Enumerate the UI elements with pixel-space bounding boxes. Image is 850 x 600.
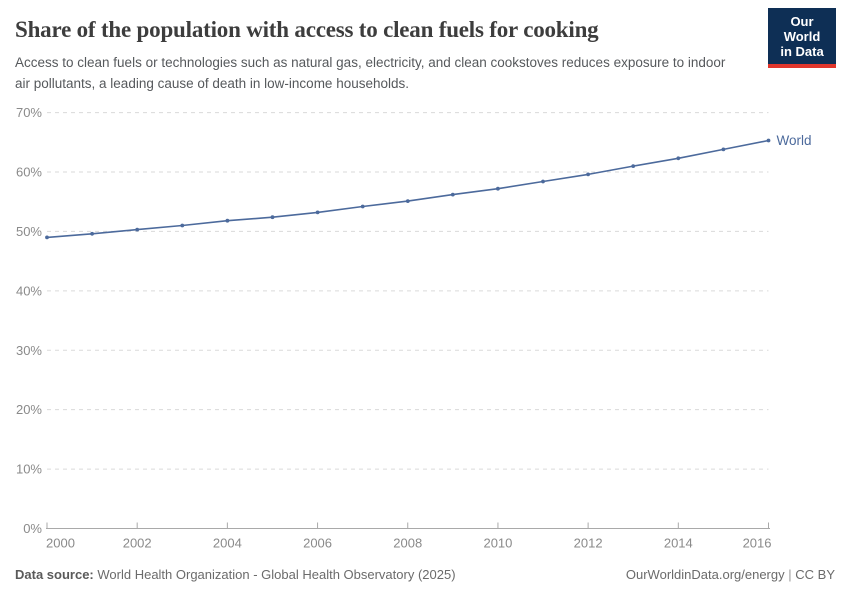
footer-links: OurWorldinData.org/energy | CC BY <box>626 567 835 582</box>
data-point[interactable] <box>721 147 726 152</box>
data-point[interactable] <box>631 164 636 169</box>
y-tick-label: 50% <box>16 224 42 239</box>
data-source-note: Data source: World Health Organization -… <box>15 567 456 582</box>
x-tick-label: 2002 <box>123 536 152 551</box>
y-tick-label: 40% <box>16 283 42 298</box>
data-point[interactable] <box>90 231 94 236</box>
data-point[interactable] <box>45 235 49 240</box>
x-tick-label: 2012 <box>574 536 603 551</box>
data-source-text: World Health Organization - Global Healt… <box>97 567 456 582</box>
owid-logo-line1: Our World <box>783 14 821 44</box>
data-point[interactable] <box>225 218 230 223</box>
page-title: Share of the population with access to c… <box>15 17 599 42</box>
owid-logo[interactable]: Our World in Data <box>768 8 836 68</box>
data-point[interactable] <box>496 186 500 191</box>
data-point[interactable] <box>315 210 320 215</box>
data-source-label: Data source: <box>15 567 94 582</box>
owid-logo-line2: in Data <box>780 44 824 59</box>
y-tick-label: 20% <box>16 402 42 417</box>
x-tick-label: 2006 <box>303 536 332 551</box>
data-point[interactable] <box>135 227 140 232</box>
x-tick-label: 2010 <box>483 536 512 551</box>
chart-footer: Data source: World Health Organization -… <box>15 567 835 582</box>
y-tick-label: 70% <box>16 105 42 120</box>
data-point[interactable] <box>676 156 681 161</box>
y-tick-label: 10% <box>16 462 42 477</box>
data-point[interactable] <box>450 192 455 197</box>
series-end-label[interactable]: World <box>777 133 812 148</box>
data-point[interactable] <box>360 204 365 209</box>
x-tick-label: 2014 <box>664 536 693 551</box>
x-tick-label: 2016 <box>743 536 772 551</box>
series-line[interactable] <box>46 139 769 239</box>
y-tick-label: 60% <box>16 165 42 180</box>
x-tick-label: 2008 <box>393 536 422 551</box>
footer-separator: | <box>788 567 792 582</box>
x-tick-label: 2000 <box>46 536 75 551</box>
x-tick-label: 2004 <box>213 536 242 551</box>
data-point[interactable] <box>270 215 275 220</box>
license-link[interactable]: CC BY <box>795 567 835 582</box>
y-tick-label: 30% <box>16 343 42 358</box>
data-point[interactable] <box>405 199 410 204</box>
chart-subtitle: Access to clean fuels or technologies su… <box>15 55 726 91</box>
data-point[interactable] <box>586 172 590 177</box>
owid-url-link[interactable]: OurWorldinData.org/energy <box>625 567 785 582</box>
data-point[interactable] <box>180 223 185 228</box>
y-tick-label: 0% <box>23 521 42 536</box>
data-point[interactable] <box>766 138 771 143</box>
data-point[interactable] <box>541 179 545 184</box>
